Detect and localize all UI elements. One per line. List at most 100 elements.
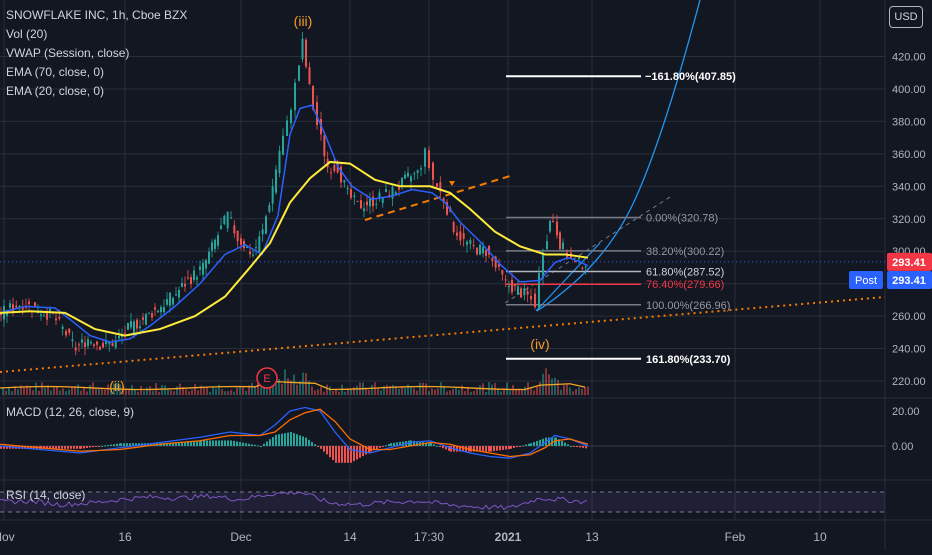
wave-label: (iii): [294, 13, 313, 29]
candle-body: [316, 102, 318, 125]
macd-histogram-bar: [70, 446, 72, 449]
macd-histogram-bar: [284, 433, 286, 446]
candle-body: [93, 344, 95, 346]
candle-body: [214, 239, 216, 249]
volume-bar: [146, 387, 148, 395]
candle-body: [456, 232, 458, 236]
macd-histogram-bar: [341, 446, 343, 463]
macd-histogram-bar: [239, 442, 241, 446]
macd-histogram-bar: [227, 440, 229, 446]
candle-body: [37, 312, 39, 314]
currency-button[interactable]: USD: [889, 6, 923, 28]
macd-histogram-bar: [353, 446, 355, 462]
volume-bar: [449, 390, 451, 395]
macd-histogram-bar: [493, 446, 495, 452]
post-label-text: Post: [855, 275, 877, 287]
macd-histogram-bar: [513, 446, 515, 448]
volume-bar: [569, 387, 571, 395]
macd-histogram-bar: [548, 437, 550, 446]
macd-histogram-bar: [320, 446, 322, 449]
volume-bar: [245, 390, 247, 395]
volume-bar: [164, 385, 166, 395]
macd-histogram-bar: [430, 443, 432, 446]
macd-histogram-bar: [370, 446, 372, 452]
volume-bar: [584, 387, 586, 395]
candle-body: [58, 316, 61, 319]
volume-bar: [377, 388, 379, 395]
indicator-vol[interactable]: Vol (20): [6, 27, 48, 41]
volume-bar: [470, 391, 472, 395]
volume-bar: [461, 385, 463, 395]
fib-level-label: 0.00%(320.78): [646, 212, 718, 224]
macd-histogram-bar: [482, 446, 484, 452]
volume-bar: [467, 387, 469, 395]
candle-body: [501, 269, 504, 275]
volume-bar: [191, 389, 193, 395]
volume-bar: [560, 389, 562, 395]
projection-curve: [536, 0, 701, 312]
volume-bar: [203, 387, 205, 395]
candle-body: [127, 322, 129, 330]
volume-bar: [344, 391, 346, 395]
indicator-ema20[interactable]: EMA (20, close, 0): [6, 84, 105, 98]
volume-bar: [413, 388, 415, 395]
macd-histogram-bar: [67, 446, 69, 449]
fib-extension[interactable]: 0.00%(320.78) 38.20%(300.22) 61.80%(287.52…: [506, 71, 736, 366]
macd-histogram-bar: [104, 445, 106, 447]
volume-bar: [536, 386, 538, 395]
macd-histogram-bar: [101, 445, 103, 447]
volume-bar: [278, 378, 280, 395]
price-tick-label: 260.00: [892, 311, 926, 323]
rsi-legend[interactable]: RSI (14, close): [6, 488, 86, 502]
trend-lines: [0, 0, 886, 373]
macd-legend[interactable]: MACD (12, 26, close, 9): [6, 405, 135, 419]
volume-bar: [419, 382, 421, 395]
macd-histogram-bar: [561, 440, 563, 446]
volume-bar: [179, 383, 181, 395]
volume-bar: [575, 389, 577, 395]
volume-bar: [236, 387, 238, 395]
macd-histogram-bar: [388, 444, 390, 446]
macd-histogram-bar: [236, 441, 238, 446]
symbol-title[interactable]: SNOWFLAKE INC, 1h, Cboe BZX: [6, 8, 188, 22]
macd-histogram-bar: [555, 437, 557, 446]
macd-histogram-bar: [135, 443, 137, 446]
indicator-ema70[interactable]: EMA (70, close, 0): [6, 65, 105, 79]
volume-bar: [95, 387, 97, 395]
projection-line: [535, 242, 601, 312]
volume-bar: [167, 389, 169, 395]
candle-body: [187, 277, 189, 279]
volume-bar: [563, 385, 565, 395]
volume-bar: [83, 387, 85, 395]
macd-histogram-bar: [428, 442, 430, 446]
candle-body: [504, 279, 507, 281]
volume-bar: [452, 388, 454, 395]
macd-histogram-bar: [490, 446, 492, 452]
time-axis[interactable]: Nov 16 Dec 14 17:30 2021 13 Feb 10: [0, 530, 827, 544]
macd-histogram-bar: [433, 444, 435, 446]
volume-bar: [38, 390, 40, 395]
macd-histogram-bar: [485, 446, 487, 452]
macd-histogram-bar: [58, 446, 60, 449]
macd-histogram-bar: [3, 446, 5, 449]
candle-body: [217, 235, 219, 246]
volume-bar: [242, 386, 244, 395]
macd-histogram-bar: [439, 446, 441, 447]
price-axis[interactable]: 220.00240.00260.00280.00300.00320.00340.…: [849, 52, 932, 389]
volume-bar: [305, 373, 307, 395]
candle-body: [12, 304, 14, 312]
candle-body: [381, 197, 384, 204]
series-line-ema20: [0, 104, 589, 343]
volume-bar: [62, 388, 64, 395]
volume-bar: [356, 385, 358, 395]
candle-body: [559, 232, 561, 250]
macd-histogram-bar: [516, 446, 518, 448]
macd-histogram-bar: [305, 437, 307, 446]
macd-histogram-bar: [242, 442, 244, 446]
indicator-vwap[interactable]: VWAP (Session, close): [6, 46, 130, 60]
volume-bar: [581, 388, 583, 395]
macd-histogram-bar: [436, 445, 438, 447]
